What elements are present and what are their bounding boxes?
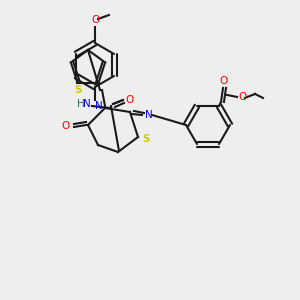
- Text: S: S: [75, 85, 82, 94]
- Text: O: O: [238, 92, 246, 102]
- Text: O: O: [91, 15, 99, 25]
- Text: O: O: [62, 121, 70, 131]
- Text: S: S: [142, 134, 149, 144]
- Text: O: O: [125, 95, 133, 105]
- Text: N: N: [145, 110, 153, 120]
- Text: H: H: [77, 99, 85, 109]
- Text: O: O: [220, 76, 228, 86]
- Text: N: N: [95, 101, 103, 111]
- Text: N: N: [83, 99, 91, 109]
